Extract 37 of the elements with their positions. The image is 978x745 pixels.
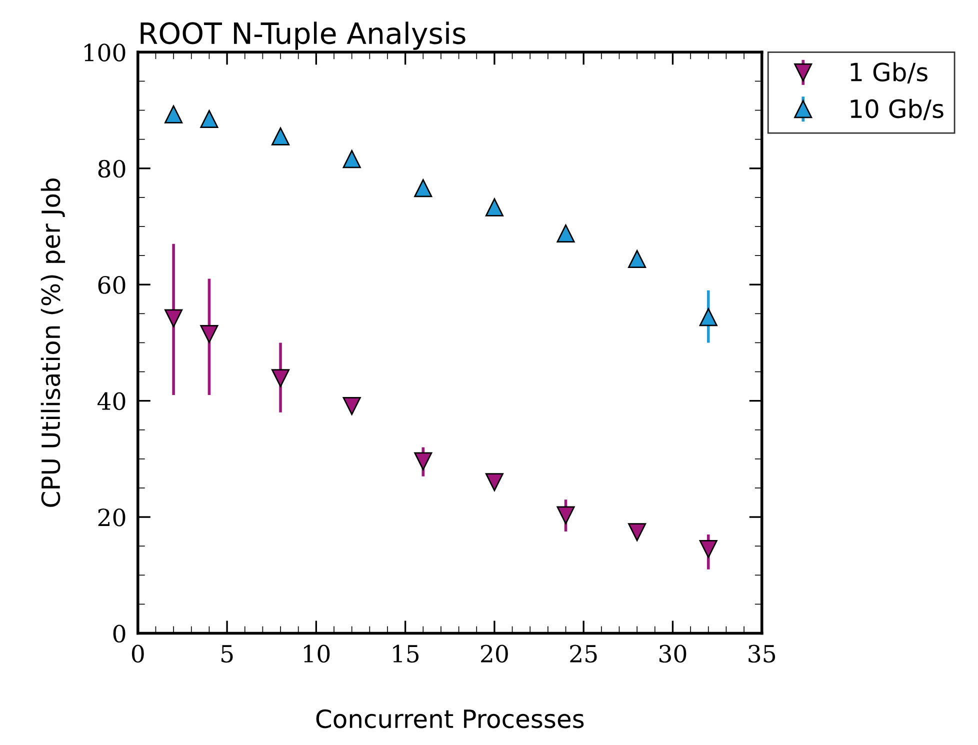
x-tick-label: 20 [481, 644, 508, 663]
x-tick-label: 5 [222, 645, 233, 663]
point [699, 308, 718, 326]
point [414, 179, 432, 198]
point [271, 369, 290, 388]
y-tick-label: 20 [98, 508, 126, 526]
x-tick-label: 15 [393, 644, 419, 663]
chart-title: ROOT N-Tuple Analysis [140, 22, 466, 50]
point [342, 150, 361, 168]
point [556, 506, 575, 524]
point [271, 127, 290, 146]
legend-label: 10 Gb/s [850, 98, 944, 120]
point [556, 224, 575, 242]
legend-label: 1 Gb/s [850, 62, 928, 84]
x-tick-label: 30 [660, 644, 686, 663]
y-axis-title: CPU Utilisation (%) per Job [40, 178, 66, 507]
y-tick-label: 0 [113, 624, 126, 643]
point [485, 473, 504, 492]
point [699, 540, 718, 558]
point [164, 309, 183, 328]
x-tick-label: 0 [132, 644, 144, 663]
x-tick-label: 10 [304, 644, 330, 663]
y-tick-label: 40 [97, 392, 126, 410]
x-tick-label: 35 [748, 644, 776, 663]
point [628, 523, 646, 542]
y-tick-label: 60 [98, 276, 126, 294]
point [414, 452, 432, 470]
point [628, 250, 646, 268]
point [200, 324, 218, 344]
point [342, 397, 361, 416]
point [200, 110, 218, 128]
y-tick-label: 100 [84, 44, 126, 62]
point [164, 105, 183, 124]
point [485, 198, 504, 216]
x-tick-label: 25 [570, 644, 597, 663]
x-axis-title: Concurrent Processes [316, 709, 584, 728]
y-tick-label: 80 [98, 160, 126, 178]
